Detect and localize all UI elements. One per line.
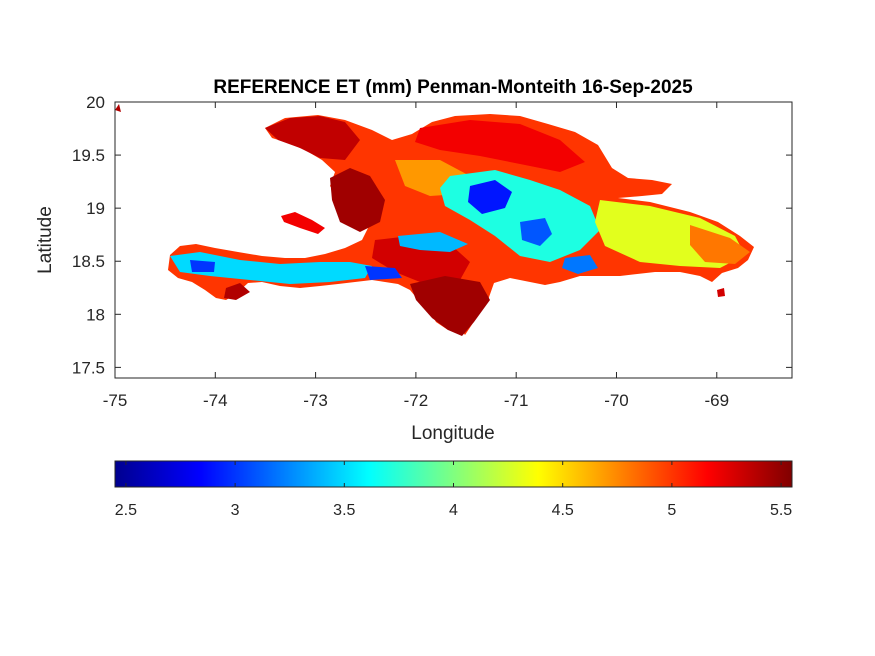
colorbar-tick-label: 2.5 — [115, 502, 137, 519]
et-region — [415, 120, 585, 172]
et-region — [398, 232, 468, 252]
colorbar-tick-label: 5 — [667, 502, 676, 519]
x-tick-label: -72 — [404, 391, 429, 410]
y-axis-title: Latitude — [35, 206, 56, 274]
colorbar — [114, 460, 793, 488]
colorbar-tick-label: 4.5 — [552, 502, 574, 519]
x-axis-title: Longitude — [411, 423, 494, 444]
y-tick-label: 18 — [86, 305, 105, 324]
plot-frame — [114, 101, 793, 379]
et-region — [562, 255, 598, 274]
et-region — [330, 168, 385, 232]
y-tick-label: 19.5 — [72, 146, 105, 165]
et-region — [520, 218, 552, 246]
y-tick-label: 18.5 — [72, 252, 105, 271]
chart-title: REFERENCE ET (mm) Penman-Monteith 16-Sep… — [213, 77, 693, 98]
colorbar-ticks: 2.5 3 3.5 4 4.5 5 5.5 — [115, 461, 792, 519]
islet-nw — [115, 104, 121, 112]
et-region — [190, 260, 215, 272]
et-region — [468, 180, 512, 214]
et-region — [265, 116, 360, 160]
y-tick-label: 19 — [86, 199, 105, 218]
x-tick-label: -71 — [504, 391, 529, 410]
y-tick-label: 20 — [86, 93, 105, 112]
et-region — [170, 252, 372, 284]
gonave-island — [281, 212, 325, 234]
et-region — [410, 276, 490, 336]
et-map — [115, 104, 754, 336]
colorbar-tick-label: 4 — [449, 502, 458, 519]
et-region — [365, 266, 402, 280]
x-tick-label: -69 — [704, 391, 729, 410]
et-region — [224, 283, 250, 300]
colorbar-tick-label: 5.5 — [770, 502, 792, 519]
x-tick-label: -75 — [103, 391, 128, 410]
x-tick-label: -73 — [303, 391, 328, 410]
y-axis: 17.5 18 18.5 19 19.5 20 — [72, 93, 792, 377]
islet-se — [717, 288, 725, 297]
x-axis: -75 -74 -73 -72 -71 -70 -69 — [103, 102, 729, 410]
et-region — [690, 225, 750, 264]
colorbar-tick-label: 3.5 — [333, 502, 355, 519]
x-tick-label: -74 — [203, 391, 228, 410]
y-tick-label: 17.5 — [72, 358, 105, 377]
colorbar-tick-label: 3 — [231, 502, 240, 519]
x-tick-label: -70 — [604, 391, 629, 410]
